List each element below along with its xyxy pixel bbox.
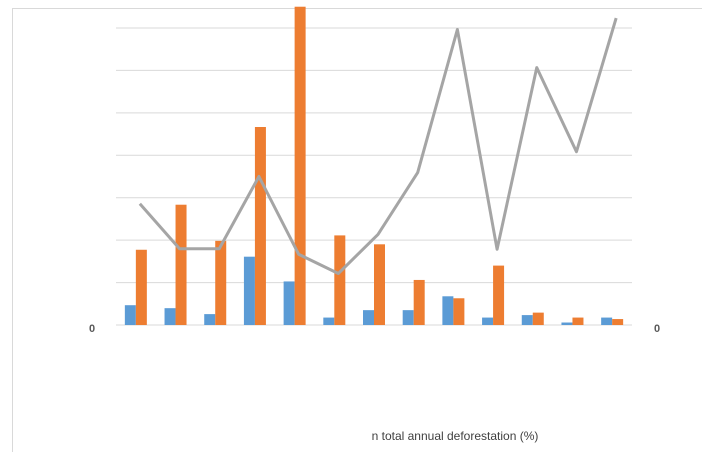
bar-series-1-item-8: [402, 310, 414, 325]
bar-series-2-item-5: [294, 6, 306, 325]
bar-series-1-item-1: [124, 305, 136, 325]
bar-series-2-item-1: [135, 249, 147, 325]
bar-series-1-item-9: [442, 296, 454, 325]
bar-series-1-item-3: [204, 314, 216, 325]
bar-series-2-item-3: [215, 240, 227, 325]
bar-series-2-item-10: [493, 265, 505, 325]
bar-series-2-item-9: [453, 298, 465, 325]
bar-series-2-item-12: [572, 317, 584, 325]
legend-entry-label: n total annual deforestation (%): [372, 429, 539, 443]
bar-series-1-item-2: [164, 308, 176, 325]
bar-series-1-item-10: [482, 317, 494, 325]
bar-series-1-item-5: [283, 281, 295, 325]
bar-series-1-item-7: [363, 310, 374, 325]
bar-series-1-item-13: [601, 317, 613, 325]
left-axis-zero-label: 0: [89, 323, 95, 335]
bar-series-2-item-2: [175, 204, 187, 325]
line-series: [138, 17, 618, 276]
bar-series-1-item-4: [243, 256, 255, 325]
bar-series-2-item-13: [612, 319, 624, 325]
bar-series-2-item-7: [374, 244, 385, 325]
line-series-1: [138, 17, 618, 276]
bar-series-2-item-6: [334, 235, 346, 325]
bar-series-1-item-6: [323, 317, 335, 325]
bar-series-1-item-11: [521, 315, 533, 325]
bar-series-2-item-4: [254, 127, 266, 325]
chart-area: [12, 8, 702, 452]
bar-series-2-item-11: [532, 312, 544, 326]
bar-series-1-item-12: [561, 322, 573, 325]
bar-series-2-item-8: [413, 279, 425, 325]
bars: [124, 6, 624, 326]
right-axis-zero-label: 0: [654, 323, 660, 335]
